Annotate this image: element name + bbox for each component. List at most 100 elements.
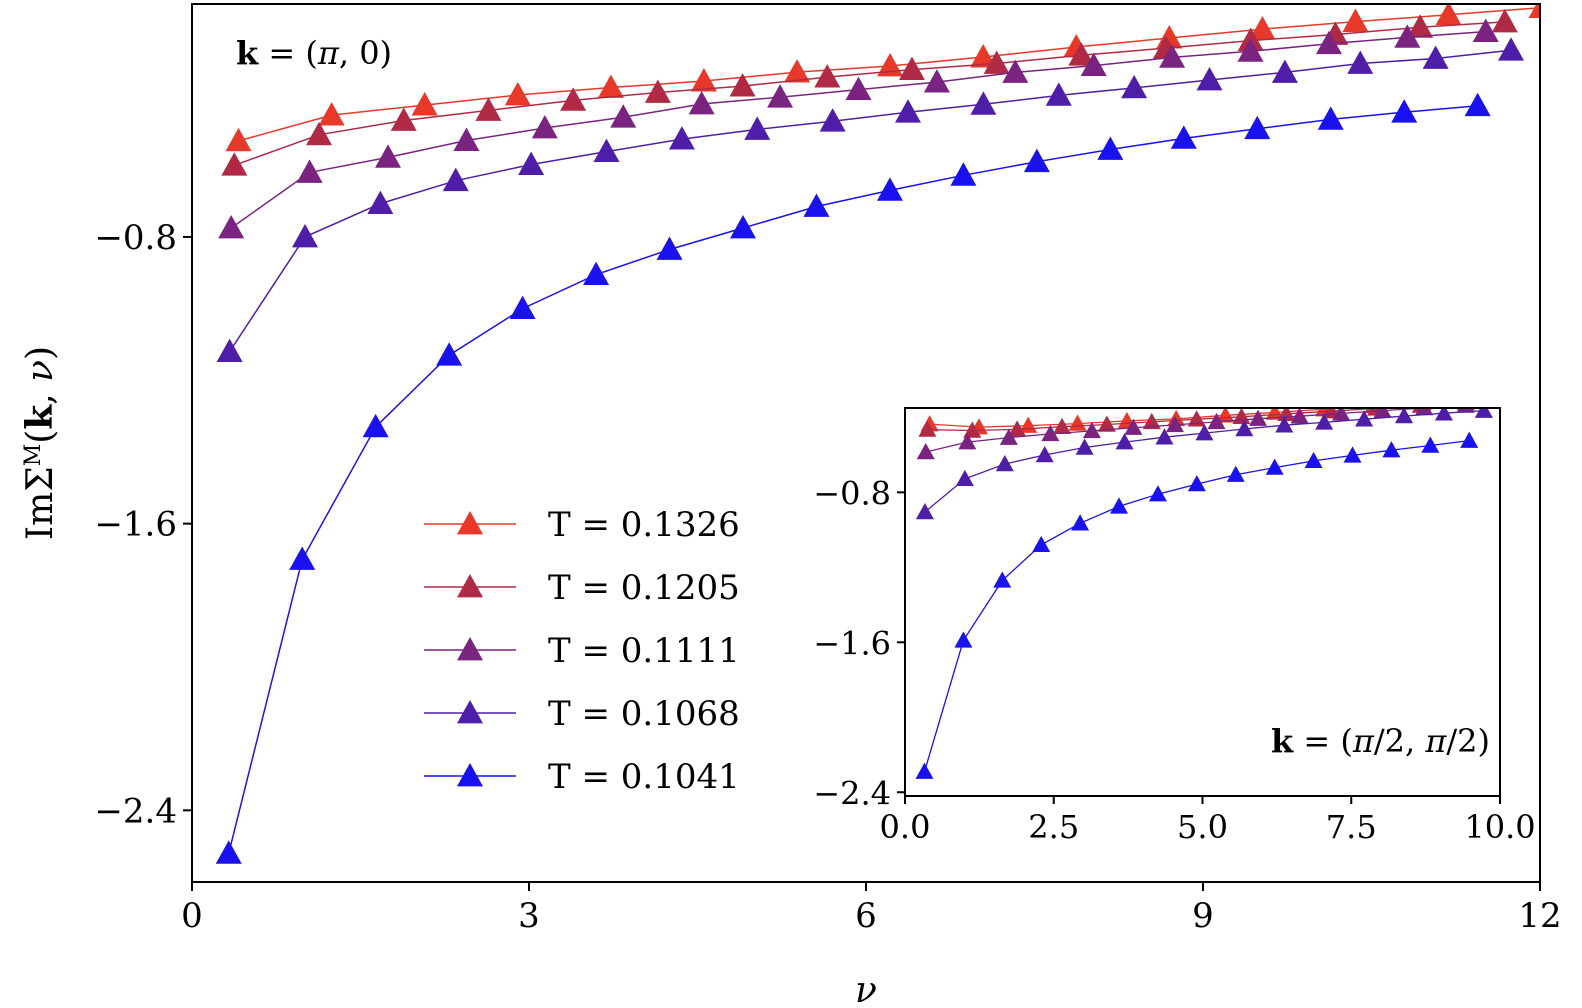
inset-series-2-point-8 (1249, 409, 1268, 426)
main-series-4-point-14 (1244, 115, 1271, 140)
main-series-0-point-3 (504, 82, 531, 106)
legend-label-3: T = 0.1068 (548, 694, 740, 734)
main-series-0-point-6 (784, 59, 811, 83)
main-series-2-point-16 (1472, 18, 1499, 42)
main-series-2-point-11 (1080, 52, 1107, 77)
inset-series-3-point-10 (1315, 413, 1334, 430)
inset-series-4-point-9 (1265, 458, 1284, 475)
inset-series-4-point-4 (1071, 514, 1090, 531)
main-series-2-point-15 (1394, 24, 1421, 48)
main-x-axis: 0 3 6 9 12 (181, 882, 1562, 936)
main-series-line-2 (230, 30, 1486, 229)
inset-annotation: k = (π/2, π/2) (1271, 722, 1490, 760)
main-series-0-point-14 (1528, 4, 1540, 18)
legend-label-2: T = 0.1111 (548, 631, 740, 671)
inset-series-3-point-0 (915, 503, 934, 520)
inset-series-2-point-13 (1456, 408, 1475, 413)
main-series-1-point-6 (729, 73, 756, 97)
main-series-0-point-0 (225, 127, 252, 152)
inset-y-tick-label-2: −2.4 (813, 774, 891, 812)
inset-series-3-point-4 (1075, 438, 1094, 455)
inset-series-2-point-1 (958, 433, 977, 450)
inset-series-2-point-3 (1041, 424, 1060, 442)
main-series-4-point-10 (950, 162, 977, 186)
main-series-3-point-15 (1347, 50, 1374, 74)
inset-series-3-point-8 (1235, 419, 1254, 437)
inset-series-2-point-0 (916, 443, 935, 460)
main-series-3-point-0 (216, 338, 243, 363)
main-series-4-point-1 (289, 546, 316, 570)
main-series-2-point-13 (1237, 38, 1264, 62)
main-series-1-point-8 (898, 56, 925, 80)
main-series-group (215, 4, 1540, 864)
main-series-3-point-4 (518, 151, 545, 175)
main-series-2-point-12 (1159, 44, 1186, 68)
main-x-tick-label-4: 12 (1518, 896, 1561, 936)
main-series-0-point-1 (318, 102, 345, 126)
legend-marker-2 (457, 637, 483, 661)
inset-series-2-point-9 (1290, 408, 1309, 424)
main-series-3-point-17 (1498, 37, 1525, 61)
main-series-3-point-8 (819, 108, 846, 132)
main-series-line-4 (227, 105, 1478, 854)
inset-series-3-point-12 (1395, 408, 1414, 424)
main-series-4-point-9 (876, 177, 903, 201)
inset-series-4-point-10 (1304, 451, 1323, 469)
inset-series-4-point-2 (993, 571, 1012, 588)
inset-series-3-point-9 (1275, 416, 1294, 433)
main-y-tick-label-1: −1.6 (94, 505, 177, 545)
inset-series-1-point-3 (1053, 417, 1072, 434)
main-annotation: k = (π, 0) (236, 34, 392, 72)
main-series-1-point-2 (390, 107, 417, 131)
inset-series-4-point-11 (1343, 446, 1362, 463)
main-series-0-point-4 (597, 74, 624, 98)
main-series-0-point-5 (690, 68, 717, 92)
inset-x-axis: 0.0 2.5 5.0 7.5 10.0 (880, 796, 1536, 846)
main-x-tick-label-2: 6 (855, 896, 877, 936)
main-y-axis: −0.8 −1.6 −2.4 (94, 218, 192, 831)
inset-series-0-point-11 (1463, 391, 1481, 407)
inset-series-2-point-5 (1124, 418, 1143, 435)
inset-series-4-point-5 (1110, 497, 1129, 514)
inset-x-tick-label-3: 7.5 (1326, 808, 1377, 846)
inset-y-tick-label-0: −0.8 (813, 474, 891, 512)
main-series-3-point-3 (442, 167, 469, 192)
main-series-2-point-4 (531, 114, 558, 139)
main-y-tick-label-2: −2.4 (94, 791, 177, 831)
inset-background (905, 408, 1500, 796)
main-series-4-point-4 (509, 295, 536, 320)
main-series-1-point-1 (306, 121, 333, 146)
inset-series-group (915, 391, 1493, 779)
main-series-2-point-6 (688, 90, 715, 115)
inset-series-3-point-11 (1355, 410, 1374, 427)
inset-series-4-point-6 (1148, 485, 1167, 502)
main-x-tick-label-3: 9 (1192, 896, 1214, 936)
inset-series-4-point-12 (1382, 441, 1401, 458)
main-series-1-point-9 (983, 50, 1010, 74)
inset-series-4-point-7 (1187, 475, 1206, 492)
main-series-4-point-16 (1391, 99, 1418, 123)
main-series-4-point-2 (362, 413, 389, 438)
legend-marker-3 (457, 700, 483, 724)
main-series-3-point-6 (668, 126, 695, 150)
inset-series-0-point-6 (1216, 408, 1235, 423)
inset-series-4-point-1 (954, 631, 973, 648)
inset-series-2-point-7 (1207, 412, 1226, 430)
main-plot: 0 3 6 9 12 −0.8 −1.6 −2.4 ν ImΣM(k, ν) k = (π,… (19, 3, 1562, 1008)
legend-marker-1 (457, 574, 483, 598)
legend: T = 0.1326 T = 0.1205 T = 0.1111 T = 0.1068… (424, 505, 740, 797)
main-series-3-point-7 (744, 116, 771, 140)
main-series-line-1 (234, 21, 1505, 167)
main-series-0-point-13 (1435, 4, 1462, 26)
main-series-0-point-2 (411, 92, 438, 116)
main-x-tick-label-1: 3 (518, 896, 540, 936)
main-x-tick-label-0: 0 (181, 896, 203, 936)
inset-x-tick-label-2: 5.0 (1177, 808, 1228, 846)
inset-y-tick-label-1: −1.6 (813, 624, 891, 662)
x-axis-label: ν (855, 970, 877, 1008)
inset-series-2-point-6 (1165, 415, 1184, 433)
main-series-2-point-2 (375, 144, 402, 168)
inset-series-3-point-2 (995, 455, 1014, 472)
inset-x-tick-label-1: 2.5 (1028, 808, 1079, 846)
main-series-2-point-9 (923, 69, 950, 93)
